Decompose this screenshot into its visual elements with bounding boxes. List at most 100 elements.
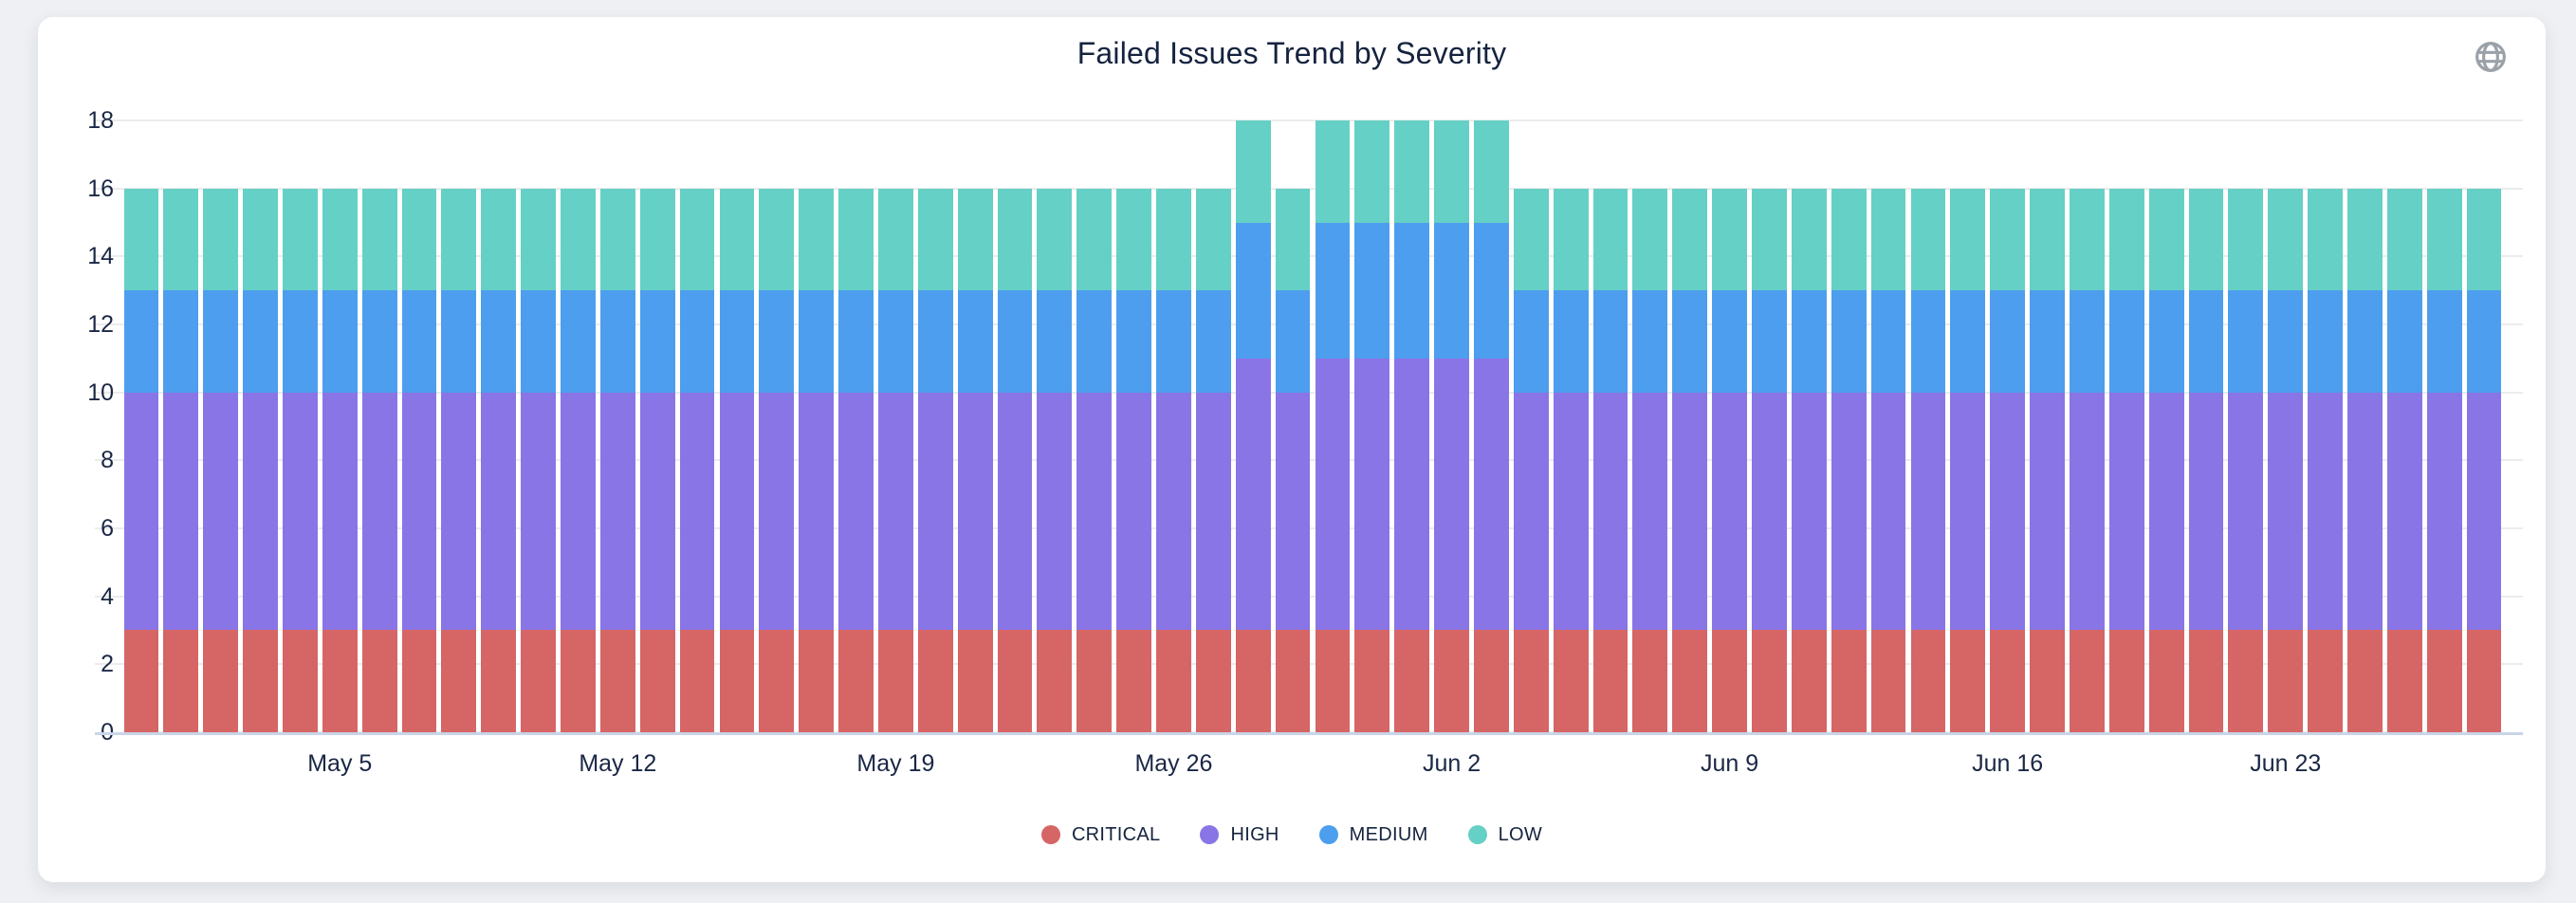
bar-segment-critical[interactable] (2148, 630, 2184, 732)
bar-segment-medium[interactable] (1712, 290, 1748, 393)
bar-segment-high[interactable] (1513, 392, 1549, 631)
bar-segment-high[interactable] (2426, 392, 2462, 631)
globe-icon[interactable] (2472, 38, 2510, 76)
bar-segment-high[interactable] (1831, 392, 1867, 631)
bar-segment-low[interactable] (759, 188, 795, 291)
bar-segment-high[interactable] (282, 392, 318, 631)
bar-segment-critical[interactable] (322, 630, 358, 732)
bar-segment-medium[interactable] (1354, 222, 1390, 359)
bar[interactable] (2148, 188, 2184, 732)
bar-segment-high[interactable] (1910, 392, 1946, 631)
bar-segment-high[interactable] (1473, 358, 1509, 631)
bar-segment-low[interactable] (917, 188, 953, 291)
bar-segment-medium[interactable] (1950, 290, 1986, 393)
bar-segment-critical[interactable] (1473, 630, 1509, 732)
bar[interactable] (1195, 188, 1231, 732)
bar-segment-high[interactable] (639, 392, 675, 631)
bar-segment-low[interactable] (481, 188, 517, 291)
bar-segment-high[interactable] (957, 392, 993, 631)
bar[interactable] (1632, 188, 1668, 732)
bar-segment-medium[interactable] (1910, 290, 1946, 393)
bar[interactable] (2108, 188, 2144, 732)
bar-segment-medium[interactable] (2466, 290, 2502, 393)
bar-segment-medium[interactable] (1831, 290, 1867, 393)
bar-segment-medium[interactable] (599, 290, 635, 393)
bar-segment-low[interactable] (1752, 188, 1787, 291)
bar-segment-critical[interactable] (917, 630, 953, 732)
bar-segment-medium[interactable] (521, 290, 557, 393)
bar[interactable] (1831, 188, 1867, 732)
bar-segment-medium[interactable] (163, 290, 199, 393)
bar-segment-critical[interactable] (163, 630, 199, 732)
bar-segment-critical[interactable] (1513, 630, 1549, 732)
bar[interactable] (1870, 188, 1906, 732)
bar[interactable] (639, 188, 675, 732)
bar[interactable] (1990, 188, 2026, 732)
bar-segment-low[interactable] (1870, 188, 1906, 291)
bar-segment-critical[interactable] (838, 630, 874, 732)
bar[interactable] (1156, 188, 1191, 732)
bar-segment-medium[interactable] (1791, 290, 1827, 393)
bar-segment-high[interactable] (1990, 392, 2026, 631)
bar-segment-medium[interactable] (1473, 222, 1509, 359)
bar-segment-medium[interactable] (561, 290, 596, 393)
bar-segment-low[interactable] (2308, 188, 2344, 291)
bar[interactable] (1592, 188, 1628, 732)
bar-segment-low[interactable] (1910, 188, 1946, 291)
bar-segment-high[interactable] (1870, 392, 1906, 631)
bar-segment-low[interactable] (401, 188, 437, 291)
bar[interactable] (2466, 188, 2502, 732)
bar[interactable] (1910, 188, 1946, 732)
bar-segment-low[interactable] (2268, 188, 2304, 291)
legend-item-high[interactable]: HIGH (1200, 824, 1279, 846)
bar-segment-medium[interactable] (997, 290, 1033, 393)
bar-segment-high[interactable] (1037, 392, 1073, 631)
bar-segment-low[interactable] (957, 188, 993, 291)
bar-segment-low[interactable] (877, 188, 913, 291)
bar-segment-critical[interactable] (639, 630, 675, 732)
bar-segment-critical[interactable] (123, 630, 159, 732)
bar-segment-medium[interactable] (1592, 290, 1628, 393)
bar[interactable] (1394, 120, 1430, 732)
bar-segment-high[interactable] (1315, 358, 1351, 631)
bar-segment-medium[interactable] (1116, 290, 1152, 393)
bar-segment-critical[interactable] (2426, 630, 2462, 732)
bar-segment-low[interactable] (1990, 188, 2026, 291)
bar-segment-medium[interactable] (917, 290, 953, 393)
bar-segment-high[interactable] (2347, 392, 2383, 631)
bar-segment-medium[interactable] (2268, 290, 2304, 393)
bar-segment-high[interactable] (123, 392, 159, 631)
bar-segment-critical[interactable] (1632, 630, 1668, 732)
bar-segment-low[interactable] (322, 188, 358, 291)
bar-segment-critical[interactable] (1712, 630, 1748, 732)
bar[interactable] (2069, 188, 2105, 732)
bar-segment-medium[interactable] (679, 290, 715, 393)
bar-segment-high[interactable] (1394, 358, 1430, 631)
bar-segment-medium[interactable] (2308, 290, 2344, 393)
bar-segment-high[interactable] (2386, 392, 2422, 631)
bar[interactable] (838, 188, 874, 732)
bar-segment-critical[interactable] (877, 630, 913, 732)
bar-segment-low[interactable] (799, 188, 835, 291)
bar-segment-low[interactable] (2228, 188, 2264, 291)
bar-segment-medium[interactable] (2069, 290, 2105, 393)
bar[interactable] (243, 188, 278, 732)
bar-segment-high[interactable] (2148, 392, 2184, 631)
bar-segment-critical[interactable] (561, 630, 596, 732)
legend-item-medium[interactable]: MEDIUM (1318, 824, 1428, 846)
bar-segment-high[interactable] (877, 392, 913, 631)
bar-segment-medium[interactable] (1513, 290, 1549, 393)
bar[interactable] (2426, 188, 2462, 732)
bar-segment-low[interactable] (1473, 120, 1509, 223)
bar[interactable] (2228, 188, 2264, 732)
bar-segment-low[interactable] (1354, 120, 1390, 223)
bar-segment-medium[interactable] (2347, 290, 2383, 393)
bar-segment-critical[interactable] (2069, 630, 2105, 732)
bar-segment-high[interactable] (2228, 392, 2264, 631)
bar-segment-high[interactable] (1672, 392, 1708, 631)
bar-segment-low[interactable] (1275, 188, 1311, 291)
bar-segment-medium[interactable] (2148, 290, 2184, 393)
bar-segment-high[interactable] (1592, 392, 1628, 631)
bar-segment-critical[interactable] (441, 630, 477, 732)
bar-segment-critical[interactable] (361, 630, 397, 732)
